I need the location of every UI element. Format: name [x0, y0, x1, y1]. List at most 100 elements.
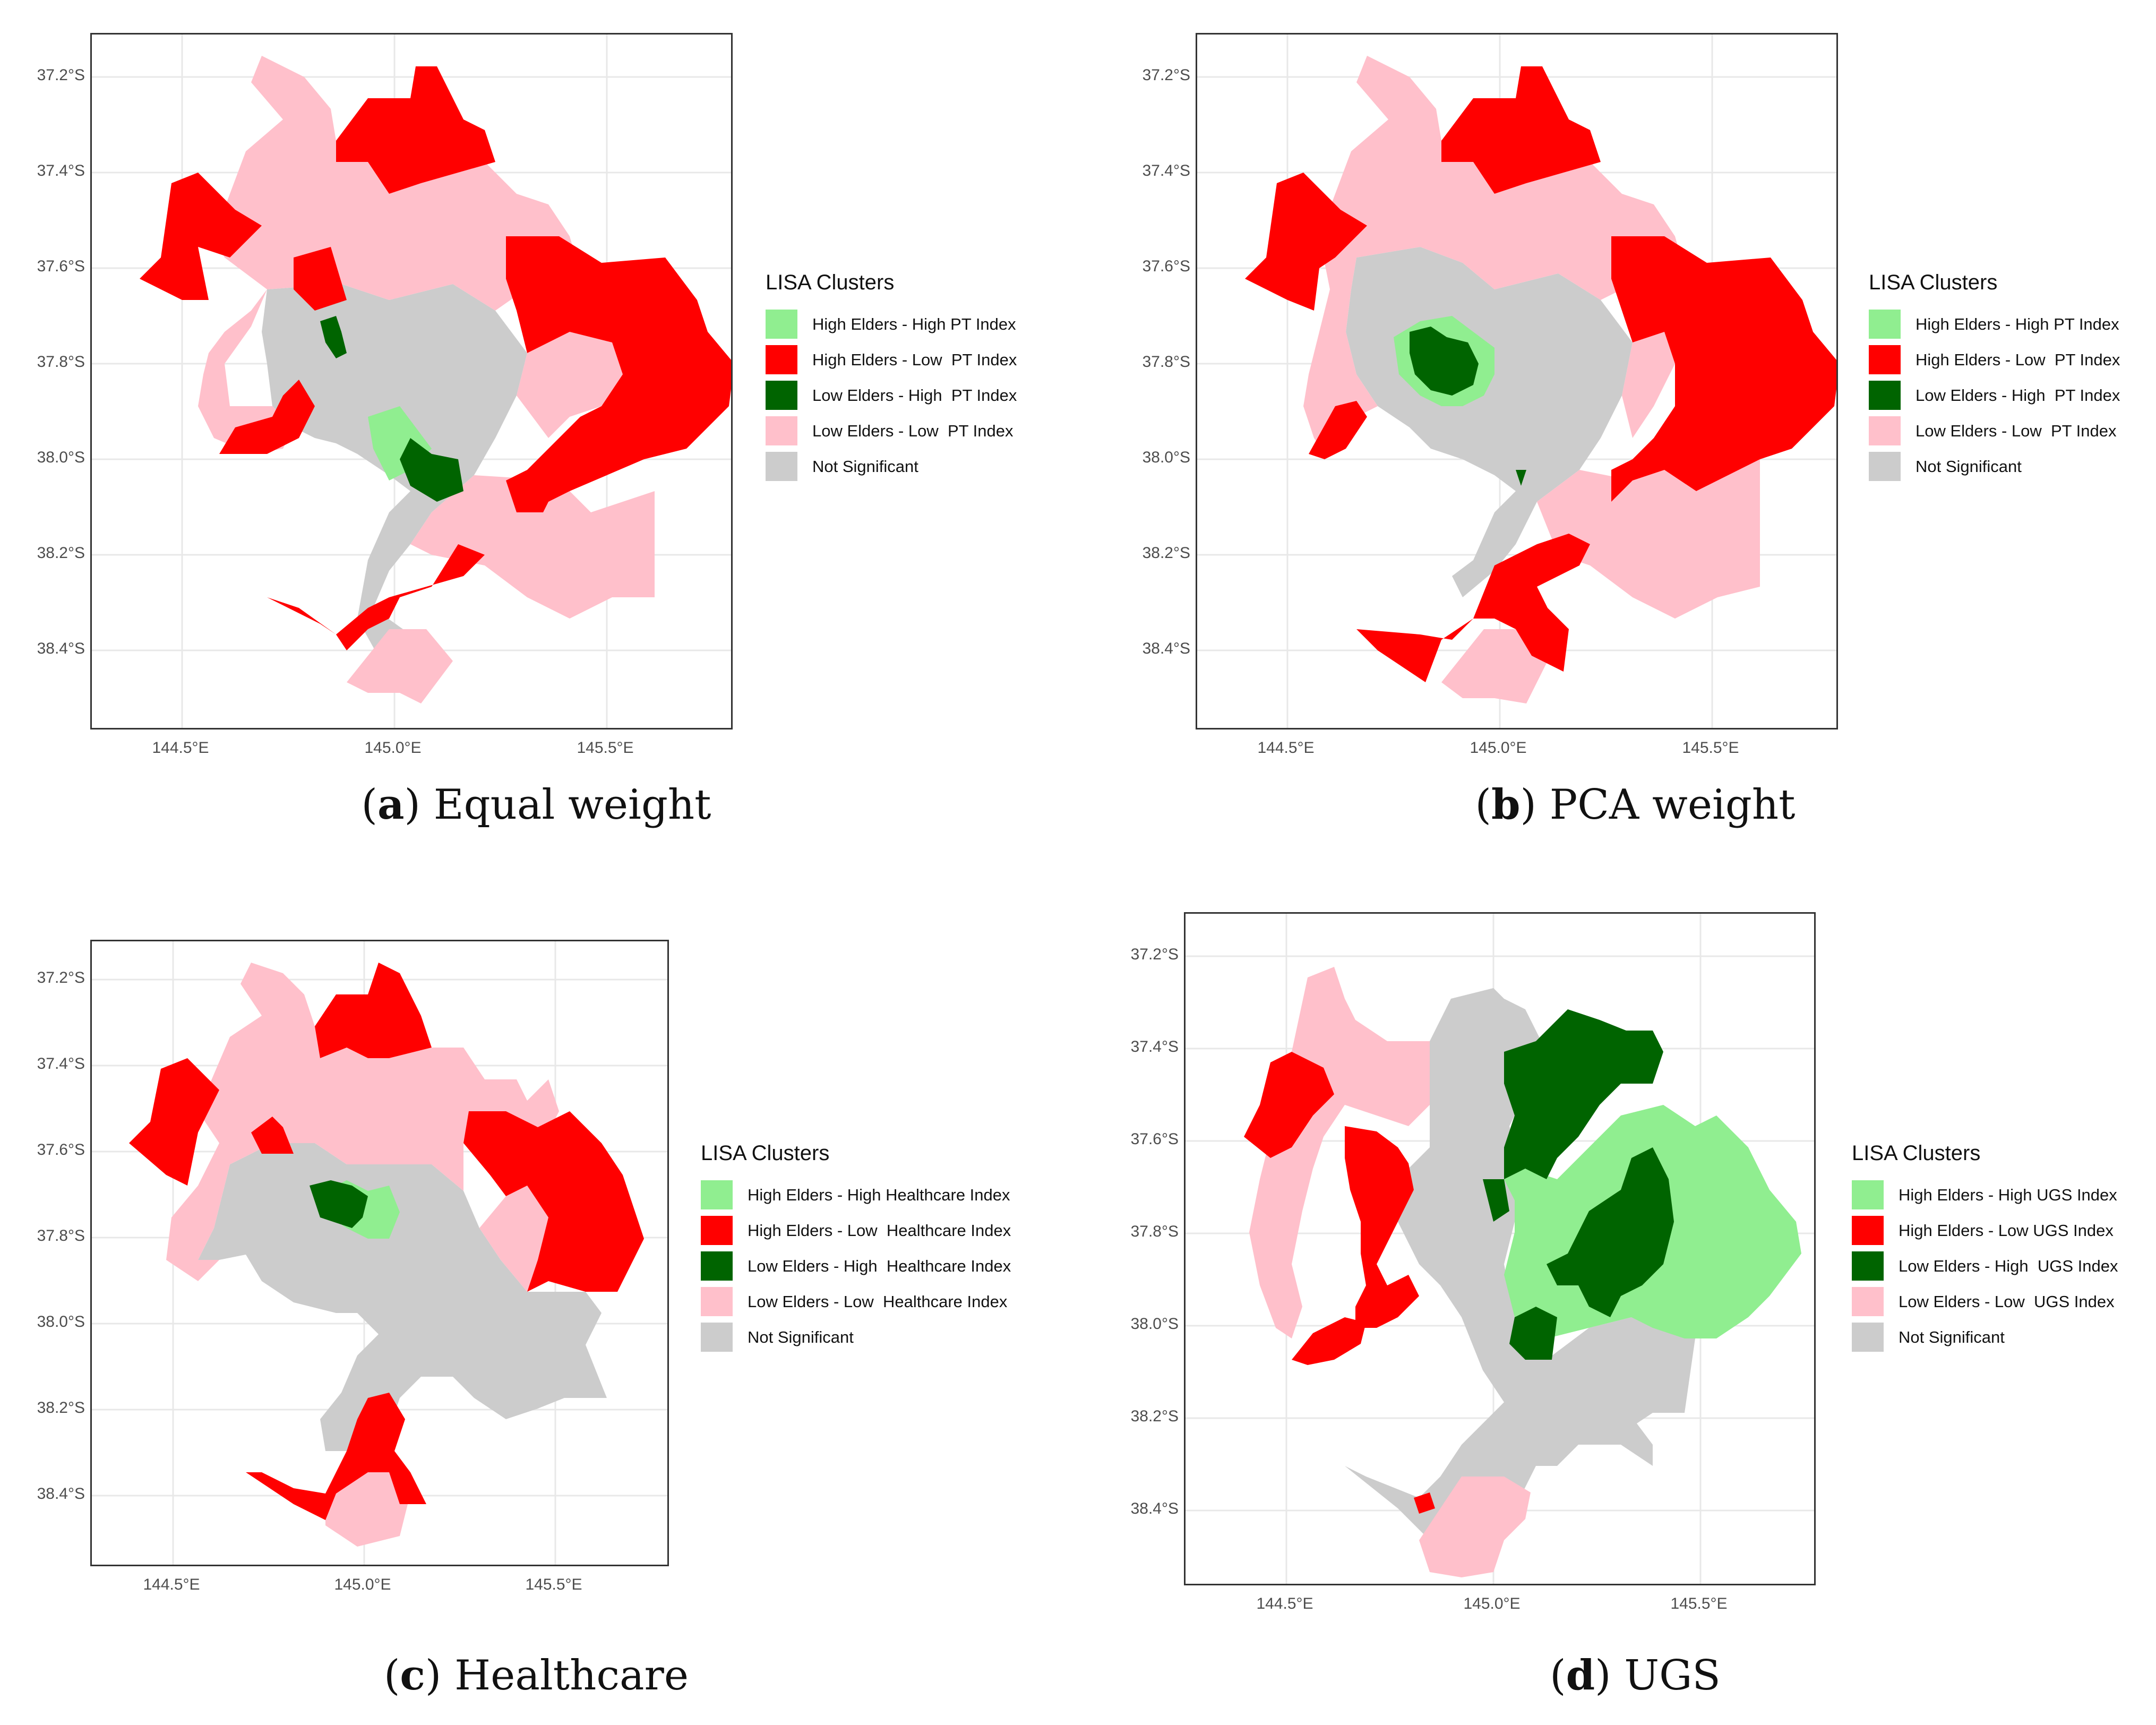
legend-label: Not Significant — [1916, 457, 2022, 476]
legend-item-high-high: High Elders - High PT Index — [766, 306, 1017, 342]
legend-item-high-low: High Elders - Low PT Index — [766, 342, 1017, 377]
region-low-low — [347, 629, 453, 703]
region-low-high — [1483, 1179, 1509, 1222]
legend-label: High Elders - Low PT Index — [1916, 350, 2120, 369]
swatch-low-low — [1852, 1287, 1884, 1316]
y-tick-label: 37.4°S — [1142, 162, 1190, 179]
swatch-high-high — [701, 1180, 733, 1209]
x-tick-label: 145.5°E — [1670, 1595, 1728, 1612]
x-tick-label: 145.0°E — [1470, 739, 1527, 757]
y-tick-label: 37.6°S — [1130, 1130, 1179, 1148]
region-low-high — [400, 438, 463, 502]
map-plot-c — [90, 940, 669, 1566]
x-tick-label: 145.0°E — [334, 1576, 391, 1593]
legend-label: High Elders - High PT Index — [1916, 314, 2119, 333]
legend-item-low-high: Low Elders - High UGS Index — [1852, 1248, 2118, 1284]
legend-label: High Elders - High PT Index — [812, 314, 1016, 333]
y-tick-label: 37.8°S — [1142, 353, 1190, 371]
legend-item-high-high: High Elders - High PT Index — [1869, 306, 2120, 342]
map-plot-d — [1184, 912, 1816, 1585]
region-low-high — [1547, 1147, 1674, 1317]
legend-item-high-low: High Elders - Low UGS Index — [1852, 1213, 2118, 1248]
region-low-high — [1516, 470, 1526, 486]
y-tick-label: 38.2°S — [37, 544, 85, 562]
swatch-low-high — [1869, 381, 1901, 410]
region-low-low — [410, 475, 655, 619]
region-low-low — [1249, 967, 1430, 1338]
y-tick-label: 37.6°S — [37, 1141, 85, 1158]
swatch-high-high — [1852, 1180, 1884, 1209]
region-low-low — [325, 1472, 410, 1547]
region-high-low — [463, 1111, 644, 1292]
x-tick-label: 145.0°E — [1463, 1595, 1521, 1612]
region-high-low — [1356, 534, 1590, 682]
x-tick-label: 144.5°E — [143, 1576, 200, 1593]
y-tick-label: 38.2°S — [37, 1399, 85, 1417]
swatch-low-low — [701, 1287, 733, 1316]
legend-item-not-significant: Not Significant — [766, 449, 1017, 484]
x-tick-label: 145.0°E — [364, 739, 422, 757]
region-high-low — [129, 1058, 219, 1186]
swatch-low-high — [701, 1251, 733, 1281]
map-a — [92, 35, 731, 728]
legend-item-low-low: Low Elders - Low UGS Index — [1852, 1284, 2118, 1319]
y-tick-label: 37.4°S — [1130, 1038, 1179, 1055]
legend-item-high-high: High Elders - High Healthcare Index — [701, 1177, 1011, 1213]
caption-c: (c) Healthcare — [383, 1651, 689, 1700]
legend-item-not-significant: Not Significant — [1852, 1319, 2118, 1355]
map-c — [92, 941, 667, 1565]
y-tick-label: 37.4°S — [37, 162, 85, 179]
legend-label: Low Elders - Low Healthcare Index — [748, 1292, 1008, 1311]
y-tick-label: 37.4°S — [37, 1055, 85, 1072]
x-tick-label: 144.5°E — [1257, 739, 1315, 757]
legend-item-low-low: Low Elders - Low Healthcare Index — [701, 1284, 1011, 1319]
region-low-low — [1419, 1477, 1531, 1577]
legend-a: LISA Clusters High Elders - High PT Inde… — [766, 271, 1017, 484]
region-high-low — [506, 236, 731, 512]
swatch-not-significant — [701, 1323, 733, 1352]
legend-label: Low Elders - Low PT Index — [812, 421, 1013, 440]
swatch-not-significant — [1869, 452, 1901, 481]
region-high-low — [1414, 1492, 1435, 1514]
region-high-low — [1292, 1317, 1366, 1365]
caption-a: (a) Equal weight — [361, 780, 711, 829]
legend-item-high-low: High Elders - Low Healthcare Index — [701, 1213, 1011, 1248]
legend-label: High Elders - Low Healthcare Index — [748, 1221, 1011, 1240]
caption-b: (b) PCA weight — [1475, 780, 1796, 829]
swatch-high-low — [1869, 345, 1901, 374]
swatch-low-low — [766, 416, 797, 445]
y-tick-label: 37.2°S — [37, 66, 85, 84]
region-low-low — [1537, 459, 1760, 619]
legend-label: Low Elders - Low UGS Index — [1899, 1292, 2115, 1311]
region-low-high — [320, 316, 347, 358]
legend-item-low-high: Low Elders - High PT Index — [1869, 377, 2120, 413]
region-high-low — [246, 1393, 426, 1520]
legend-label: High Elders - Low PT Index — [812, 350, 1017, 369]
y-tick-label: 38.4°S — [37, 1485, 85, 1503]
legend-label: Not Significant — [1899, 1327, 2005, 1346]
map-plot-b — [1196, 33, 1838, 730]
region-low-high — [1509, 1307, 1557, 1360]
region-high-low — [1309, 401, 1367, 459]
swatch-low-high — [1852, 1251, 1884, 1281]
y-tick-label: 38.0°S — [1142, 449, 1190, 466]
region-low-high — [1410, 327, 1479, 396]
legend-title: LISA Clusters — [766, 271, 895, 294]
legend-label: Low Elders - High UGS Index — [1899, 1256, 2118, 1275]
region-high-low — [267, 544, 485, 650]
region-high-low — [140, 173, 262, 300]
region-low-low — [1622, 332, 1675, 438]
map-d — [1186, 914, 1814, 1584]
caption-d: (d) UGS — [1550, 1651, 1721, 1700]
y-tick-label: 37.6°S — [37, 258, 85, 275]
region-high-low — [336, 66, 495, 194]
region-high-low — [1441, 66, 1601, 194]
legend-item-high-high: High Elders - High UGS Index — [1852, 1177, 2118, 1213]
y-tick-label: 37.8°S — [1130, 1223, 1179, 1240]
legend-d: LISA Clusters High Elders - High UGS Ind… — [1852, 1142, 2118, 1355]
region-low-low — [517, 332, 623, 438]
legend-c: LISA Clusters High Elders - High Healthc… — [701, 1142, 1011, 1355]
region-high-low — [1245, 173, 1367, 311]
swatch-high-low — [1852, 1216, 1884, 1245]
x-tick-label: 145.5°E — [525, 1576, 582, 1593]
